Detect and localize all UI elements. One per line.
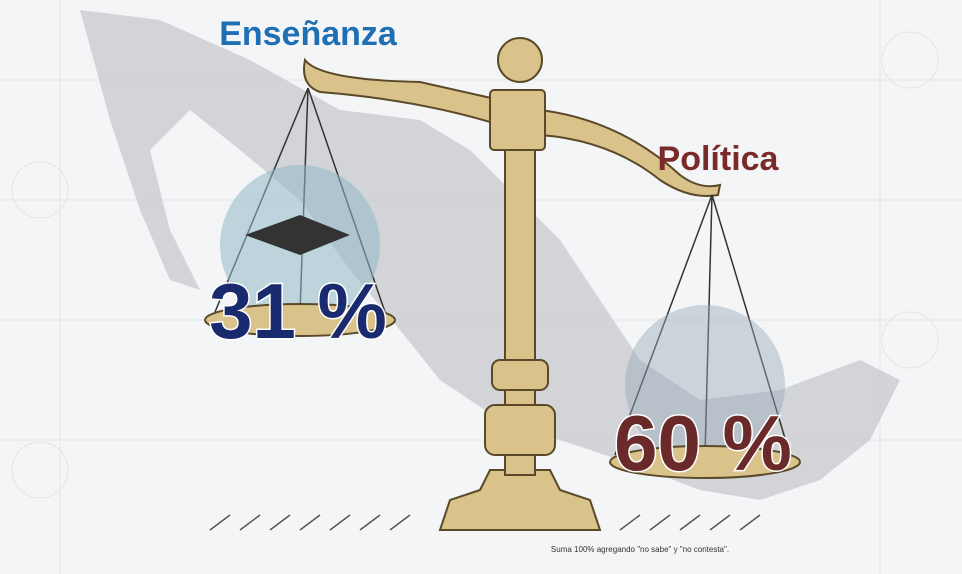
left-value: 31 %: [209, 267, 387, 355]
left-label: Enseñanza: [219, 15, 398, 53]
footnote: Suma 100% agregando "no sabe" y "no cont…: [551, 545, 729, 554]
right-value: 60 %: [614, 399, 792, 487]
infographic: Enseñanza Política 31 % 60 % Suma 100% a…: [0, 0, 962, 574]
right-label: Política: [658, 140, 780, 178]
